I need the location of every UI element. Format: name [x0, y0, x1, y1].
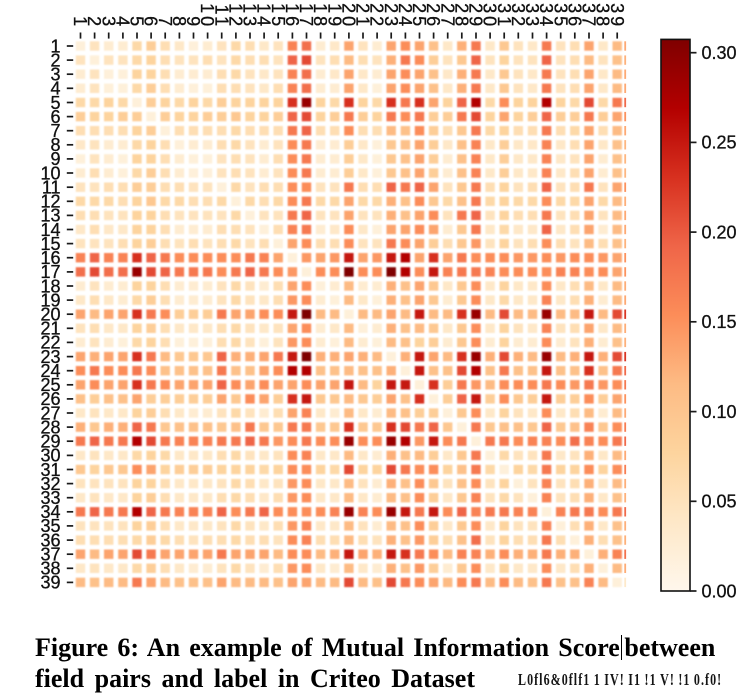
svg-text:30: 30 — [40, 446, 60, 466]
svg-text:8: 8 — [169, 16, 189, 29]
svg-text:18: 18 — [310, 3, 330, 29]
svg-text:19: 19 — [324, 3, 344, 29]
svg-text:17: 17 — [40, 262, 60, 282]
svg-text:2: 2 — [84, 16, 104, 29]
svg-text:38: 38 — [40, 559, 60, 579]
svg-text:12: 12 — [226, 3, 246, 29]
svg-text:10: 10 — [40, 163, 60, 183]
svg-text:3: 3 — [50, 65, 60, 85]
svg-text:19: 19 — [40, 290, 60, 310]
svg-text:21: 21 — [353, 3, 373, 29]
svg-text:4: 4 — [113, 16, 133, 29]
svg-text:37: 37 — [40, 545, 60, 565]
svg-text:29: 29 — [466, 3, 486, 29]
svg-text:37: 37 — [579, 3, 599, 29]
svg-text:3: 3 — [98, 16, 118, 29]
svg-text:27: 27 — [40, 403, 60, 423]
svg-text:35: 35 — [40, 516, 60, 536]
svg-text:24: 24 — [395, 3, 415, 29]
svg-text:0.05: 0.05 — [702, 492, 737, 512]
svg-text:22: 22 — [40, 333, 60, 353]
svg-text:27: 27 — [437, 3, 457, 29]
svg-text:14: 14 — [254, 3, 274, 29]
svg-text:6: 6 — [141, 16, 161, 29]
svg-text:12: 12 — [40, 192, 60, 212]
svg-text:31: 31 — [40, 460, 60, 480]
svg-text:38: 38 — [593, 3, 613, 29]
svg-text:7: 7 — [155, 16, 175, 29]
svg-text:26: 26 — [423, 3, 443, 29]
svg-text:26: 26 — [40, 389, 60, 409]
svg-text:16: 16 — [282, 3, 302, 29]
svg-text:11: 11 — [42, 178, 61, 198]
svg-text:36: 36 — [40, 530, 60, 550]
svg-text:20: 20 — [339, 3, 359, 29]
svg-text:5: 5 — [50, 93, 60, 113]
svg-text:15: 15 — [268, 3, 288, 29]
svg-text:33: 33 — [522, 3, 542, 29]
svg-text:0.10: 0.10 — [702, 402, 737, 422]
svg-text:0.25: 0.25 — [702, 133, 737, 153]
svg-text:11: 11 — [211, 5, 231, 30]
svg-text:25: 25 — [40, 375, 60, 395]
svg-text:1: 1 — [50, 36, 60, 56]
svg-text:13: 13 — [240, 3, 260, 29]
svg-text:13: 13 — [40, 206, 60, 226]
svg-text:10: 10 — [197, 3, 217, 29]
svg-text:21: 21 — [40, 319, 60, 339]
svg-text:34: 34 — [40, 502, 60, 522]
svg-text:23: 23 — [40, 347, 60, 367]
svg-text:8: 8 — [50, 135, 60, 155]
svg-text:4: 4 — [50, 79, 60, 99]
svg-text:28: 28 — [40, 417, 60, 437]
svg-text:31: 31 — [494, 3, 514, 29]
svg-text:39: 39 — [40, 573, 60, 593]
svg-text:16: 16 — [40, 248, 60, 268]
svg-text:33: 33 — [40, 488, 60, 508]
svg-text:2: 2 — [50, 50, 60, 70]
svg-text:24: 24 — [40, 361, 60, 381]
svg-text:7: 7 — [50, 121, 60, 141]
svg-text:0.30: 0.30 — [702, 43, 737, 63]
svg-text:17: 17 — [296, 3, 316, 29]
svg-text:0.15: 0.15 — [702, 312, 737, 332]
svg-text:0.20: 0.20 — [702, 222, 737, 242]
svg-text:6: 6 — [50, 107, 60, 127]
svg-text:30: 30 — [480, 3, 500, 29]
svg-text:0.00: 0.00 — [702, 581, 737, 601]
svg-text:34: 34 — [536, 3, 556, 29]
svg-text:28: 28 — [451, 3, 471, 29]
svg-text:15: 15 — [40, 234, 60, 254]
svg-text:29: 29 — [40, 432, 60, 452]
svg-text:18: 18 — [40, 276, 60, 296]
svg-text:20: 20 — [40, 305, 60, 325]
svg-text:36: 36 — [564, 3, 584, 29]
svg-text:39: 39 — [607, 3, 627, 29]
svg-text:25: 25 — [409, 3, 429, 29]
svg-text:32: 32 — [508, 3, 528, 29]
svg-text:1: 1 — [70, 16, 90, 29]
svg-text:35: 35 — [550, 3, 570, 29]
svg-text:32: 32 — [40, 474, 60, 494]
svg-text:5: 5 — [127, 16, 147, 29]
svg-text:9: 9 — [50, 149, 60, 169]
svg-text:23: 23 — [381, 3, 401, 29]
svg-text:22: 22 — [367, 3, 387, 29]
svg-text:9: 9 — [183, 16, 203, 29]
svg-text:14: 14 — [40, 220, 60, 240]
